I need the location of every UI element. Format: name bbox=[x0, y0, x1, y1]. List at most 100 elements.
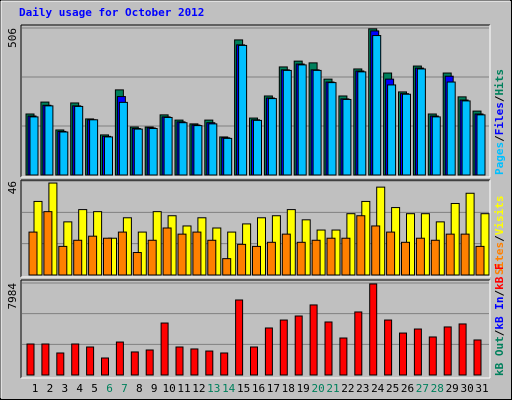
legend-separator: / bbox=[493, 290, 506, 297]
bar bbox=[339, 337, 348, 376]
bar bbox=[430, 239, 440, 276]
x-tick-label: 8 bbox=[136, 382, 143, 395]
bar bbox=[88, 235, 98, 276]
x-tick-label: 16 bbox=[252, 382, 265, 395]
bar bbox=[58, 245, 68, 276]
y-tick-label: 506 bbox=[6, 28, 19, 48]
x-tick-label: 29 bbox=[446, 382, 459, 395]
x-tick-label: 7 bbox=[121, 382, 128, 395]
bar bbox=[357, 71, 367, 176]
bar bbox=[145, 349, 154, 376]
bar bbox=[101, 357, 109, 376]
bar bbox=[162, 227, 172, 276]
bar bbox=[342, 98, 352, 176]
x-tick-label: 2 bbox=[47, 382, 54, 395]
legend-entry: Pages bbox=[493, 142, 506, 175]
y-tick-label: 7984 bbox=[6, 283, 19, 310]
bar bbox=[296, 241, 306, 276]
bar bbox=[115, 341, 124, 376]
bar bbox=[222, 258, 232, 276]
bar bbox=[74, 105, 84, 176]
bar bbox=[415, 237, 425, 276]
bar bbox=[160, 322, 169, 376]
bar bbox=[356, 215, 366, 276]
legend-separator: / bbox=[493, 95, 506, 102]
legend: kB Out/kB In/kB F bbox=[493, 263, 506, 376]
legend-separator: / bbox=[493, 329, 506, 336]
x-tick-label: 5 bbox=[91, 382, 98, 395]
bar bbox=[148, 128, 158, 176]
bar bbox=[281, 233, 291, 276]
bar bbox=[227, 231, 237, 276]
bar bbox=[177, 233, 187, 276]
x-tick-label: 26 bbox=[401, 382, 414, 395]
legend-entry: kB In bbox=[493, 297, 506, 330]
x-tick-label: 11 bbox=[177, 382, 190, 395]
x-tick-label: 17 bbox=[267, 382, 280, 395]
bar bbox=[267, 98, 277, 176]
bar bbox=[132, 252, 142, 276]
bar bbox=[428, 336, 437, 376]
legend-entry: Hits bbox=[493, 69, 506, 96]
legend-entry: Files bbox=[493, 102, 506, 135]
bar bbox=[413, 328, 422, 376]
bar bbox=[28, 231, 38, 276]
x-tick-label: 6 bbox=[106, 382, 113, 395]
bar bbox=[311, 239, 321, 276]
bar bbox=[324, 321, 333, 376]
bar bbox=[294, 315, 303, 376]
bar bbox=[264, 327, 273, 376]
bar bbox=[461, 100, 471, 176]
bar bbox=[369, 283, 378, 376]
x-tick-label: 28 bbox=[431, 382, 444, 395]
bar bbox=[44, 105, 54, 176]
x-tick-label: 19 bbox=[297, 382, 310, 395]
bar bbox=[312, 69, 322, 176]
bar bbox=[147, 239, 157, 276]
bar bbox=[266, 241, 276, 276]
bar bbox=[104, 136, 113, 176]
bar bbox=[237, 243, 247, 276]
legend: Pages/Files/Hits bbox=[493, 69, 506, 175]
chart-title: Daily usage for October 2012 bbox=[19, 6, 204, 19]
bar bbox=[458, 323, 467, 376]
bar bbox=[402, 93, 411, 176]
x-tick-label: 14 bbox=[222, 382, 236, 395]
bar bbox=[41, 343, 50, 376]
bar bbox=[223, 137, 233, 176]
bar bbox=[386, 231, 396, 276]
bar bbox=[175, 346, 184, 376]
legend-separator: / bbox=[493, 135, 506, 142]
bar bbox=[252, 245, 261, 276]
bar bbox=[71, 343, 80, 376]
x-tick-label: 13 bbox=[207, 382, 220, 395]
bar bbox=[253, 119, 262, 176]
bar bbox=[26, 343, 35, 376]
bar bbox=[59, 131, 69, 176]
legend-separator: / bbox=[493, 235, 506, 242]
x-tick-label: 21 bbox=[326, 382, 339, 395]
x-tick-label: 20 bbox=[311, 382, 324, 395]
bar bbox=[220, 352, 229, 376]
x-tick-label: 27 bbox=[416, 382, 429, 395]
bar bbox=[205, 350, 214, 376]
x-tick-label: 22 bbox=[341, 382, 354, 395]
bar bbox=[89, 119, 99, 176]
bar bbox=[445, 233, 455, 276]
x-tick-label: 23 bbox=[356, 382, 369, 395]
bar bbox=[178, 122, 188, 176]
x-tick-label: 10 bbox=[162, 382, 175, 395]
bar bbox=[354, 311, 363, 376]
bar bbox=[416, 68, 426, 176]
bar bbox=[56, 352, 65, 376]
bar bbox=[130, 351, 139, 376]
bar bbox=[371, 225, 381, 276]
bar bbox=[207, 239, 217, 276]
x-tick-label: 9 bbox=[151, 382, 158, 395]
x-tick-label: 4 bbox=[76, 382, 83, 395]
bar bbox=[443, 326, 452, 376]
bar bbox=[431, 116, 441, 176]
bar bbox=[118, 101, 128, 176]
bar bbox=[192, 231, 202, 276]
